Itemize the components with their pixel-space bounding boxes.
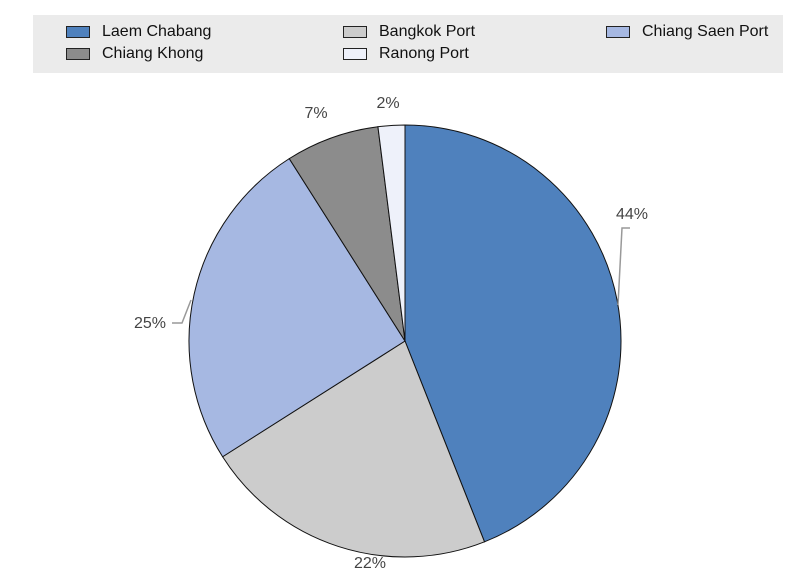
legend-label: Laem Chabang (102, 23, 212, 40)
legend-item-chiang-saen-port: Chiang Saen Port (606, 22, 768, 42)
data-label-laem-chabang: 44% (616, 206, 648, 223)
data-label-chiang-khong: 7% (304, 105, 327, 122)
legend-swatch (66, 48, 90, 60)
leader-line (617, 227, 630, 306)
legend-label: Bangkok Port (379, 23, 476, 40)
legend-item-chiang-khong: Chiang Khong (66, 44, 203, 64)
legend-swatch (66, 26, 90, 38)
data-label-bangkok-port: 22% (354, 555, 386, 572)
legend-swatch (343, 48, 367, 60)
leader-line (172, 299, 192, 324)
legend-label: Ranong Port (379, 45, 469, 62)
chart-legend: Laem Chabang Bangkok Port Chiang Saen Po… (33, 15, 783, 73)
legend-item-laem-chabang: Laem Chabang (66, 22, 211, 42)
legend-item-bangkok-port: Bangkok Port (343, 22, 475, 42)
data-label-ranong-port: 2% (376, 95, 399, 112)
legend-label: Chiang Khong (102, 45, 204, 62)
legend-item-ranong-port: Ranong Port (343, 44, 469, 64)
pie-slice-bangkok-port (221, 340, 486, 558)
data-label-chiang-saen-port: 25% (134, 315, 166, 332)
pie-slice-laem-chabang (404, 124, 622, 543)
legend-label: Chiang Saen Port (642, 23, 769, 40)
pie-slice-ranong-port (377, 124, 406, 342)
pie-slice-chiang-saen-port (188, 157, 406, 458)
legend-swatch (343, 26, 367, 38)
legend-swatch (606, 26, 630, 38)
